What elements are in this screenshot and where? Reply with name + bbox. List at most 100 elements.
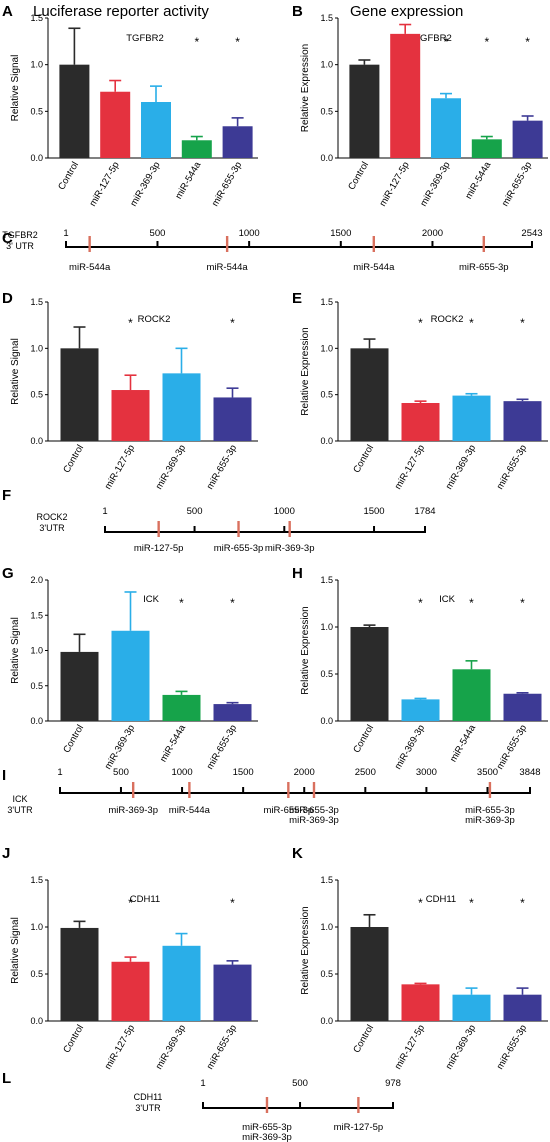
panel-b-y-label: Relative Expression <box>300 44 311 132</box>
panel-l-position-label: 1 <box>200 1078 205 1089</box>
panel-b-bar-mir-544a <box>471 139 502 158</box>
panel-e-letter: E <box>292 290 302 307</box>
panel-d-category-label: Control <box>61 443 86 475</box>
panel-j-y-tick-label: 1.0 <box>30 922 43 932</box>
panel-b-category-label: miR-369-3p <box>418 160 452 208</box>
panel-b-category-label: miR-127-5p <box>377 160 411 208</box>
panel-e-bar-mir-655-3p <box>503 401 542 441</box>
panel-j-significance-star: * <box>128 896 133 910</box>
panel-b-category-label: miR-544a <box>463 159 493 201</box>
panel-d-category-label: miR-127-5p <box>103 443 137 491</box>
panel-h-letter: H <box>292 565 303 582</box>
panel-i-position-label: 3848 <box>519 767 540 778</box>
panel-l-site-label: miR-655-3p <box>242 1122 292 1133</box>
panel-k-y-tick-label: 1.5 <box>320 875 333 885</box>
panel-k-y-tick-label: 0.0 <box>320 1016 333 1026</box>
panel-l-site-label: miR-127-5p <box>334 1122 384 1133</box>
panel-k-bar-mir-655-3p <box>503 994 542 1021</box>
panel-k-significance-star: * <box>469 896 474 910</box>
panel-a-significance-star: * <box>235 35 240 49</box>
panel-g-bar-mir-544a <box>162 694 201 721</box>
panel-b-significance-star: * <box>525 35 530 49</box>
panel-d-y-tick-label: 1.5 <box>30 297 43 307</box>
panel-i-position-label: 1000 <box>171 767 192 778</box>
panel-d-y-tick-label: 0.0 <box>30 436 43 446</box>
panel-b-y-tick-label: 0.5 <box>320 106 333 116</box>
panel-d-title: ROCK2 <box>138 314 171 325</box>
panel-e-y-label: Relative Expression <box>300 327 311 415</box>
panel-a-title: TGFBR2 <box>126 33 163 44</box>
panel-l-gene-label: CDH11 <box>134 1092 163 1102</box>
panel-b-y-tick-label: 1.5 <box>320 13 333 23</box>
panel-j-bar-control <box>60 927 99 1021</box>
panel-g-y-tick-label: 1.5 <box>30 610 43 620</box>
panel-k-bar-control <box>350 927 389 1021</box>
panel-j-title: CDH11 <box>130 894 160 905</box>
panel-j-bar-mir-369-3p <box>162 945 201 1021</box>
panel-h-bar-control <box>350 627 389 721</box>
panel-c-position-label: 500 <box>150 228 166 239</box>
panel-e-y-tick-label: 0.5 <box>320 390 333 400</box>
panel-a-y-label: Relative Signal <box>10 55 21 122</box>
panel-g-category-label: miR-369-3p <box>103 723 137 771</box>
panel-l-site-label: miR-369-3p <box>242 1132 292 1142</box>
panel-e-title: ROCK2 <box>431 314 464 325</box>
panel-i-gene-label: ICK <box>12 794 27 804</box>
panel-j-category-label: miR-369-3p <box>154 1023 188 1071</box>
panel-c-position-label: 1000 <box>239 228 260 239</box>
panel-g-y-tick-label: 0.0 <box>30 716 43 726</box>
panel-g-category-label: Control <box>61 723 86 755</box>
panel-d-significance-star: * <box>128 316 133 330</box>
panel-f-position-label: 1 <box>102 506 107 517</box>
panel-h-bar-mir-655-3p <box>503 693 542 721</box>
panel-b-title: TGFBR2 <box>414 33 451 44</box>
panel-h-category-label: miR-369-3p <box>393 723 427 771</box>
panel-a-y-tick-label: 0.5 <box>30 106 43 116</box>
column-title-left: Luciferase reporter activity <box>33 3 209 20</box>
panel-d-category-label: miR-369-3p <box>154 443 188 491</box>
panel-c-position-label: 2000 <box>422 228 443 239</box>
panel-h-y-label: Relative Expression <box>300 606 311 694</box>
panel-b-bar-mir-655-3p <box>512 120 543 158</box>
panel-k-y-label: Relative Expression <box>300 906 311 994</box>
panel-k-category-label: miR-127-5p <box>393 1023 427 1071</box>
panel-b-bar-control <box>349 64 380 158</box>
panel-d-category-label: miR-655-3p <box>205 443 239 491</box>
panel-l-position-label: 500 <box>292 1078 308 1089</box>
panel-g-y-label: Relative Signal <box>10 617 21 684</box>
panel-j-significance-star: * <box>230 896 235 910</box>
panel-c-gene-label: TGFBR2 <box>2 230 38 240</box>
panel-h-significance-star: * <box>469 596 474 610</box>
panel-b-significance-star: * <box>484 35 489 49</box>
panel-i-site-label: miR-369-3p <box>465 815 515 826</box>
panel-c-position-label: 2543 <box>521 228 542 239</box>
panel-b-y-tick-label: 0.0 <box>320 153 333 163</box>
panel-e-y-tick-label: 0.0 <box>320 436 333 446</box>
panel-e-y-tick-label: 1.0 <box>320 343 333 353</box>
panel-a-category-label: Control <box>56 160 81 192</box>
panel-k-bar-mir-369-3p <box>452 994 491 1021</box>
panel-c-letter: C <box>2 230 13 247</box>
panel-h-category-label: miR-655-3p <box>495 723 529 771</box>
panel-a-bar-mir-655-3p <box>222 126 253 158</box>
panel-c-gene-label: 3' UTR <box>6 241 34 251</box>
panel-i-site-label: miR-544a <box>169 805 211 816</box>
panel-f-gene-label: ROCK2 <box>36 512 67 522</box>
panel-b-bar-mir-369-3p <box>431 98 461 158</box>
panel-b-category-label: miR-655-3p <box>500 160 534 208</box>
panel-g-y-tick-label: 1.0 <box>30 646 43 656</box>
panel-l-gene-label: 3'UTR <box>135 1103 161 1113</box>
panel-g-letter: G <box>2 565 14 582</box>
panel-h-category-label: miR-544a <box>448 722 478 764</box>
panel-i-position-label: 1500 <box>233 767 254 778</box>
panel-g-significance-star: * <box>179 596 184 610</box>
panel-e-bar-mir-369-3p <box>452 395 491 441</box>
panel-a-bar-mir-544a <box>181 140 212 158</box>
panel-g-bar-mir-369-3p <box>111 630 150 721</box>
panel-k-category-label: Control <box>351 1023 376 1055</box>
panel-d-y-tick-label: 1.0 <box>30 343 43 353</box>
panel-a-bar-mir-369-3p <box>141 102 171 158</box>
panel-b-significance-star: * <box>444 35 449 49</box>
panel-h-title: ICK <box>439 594 456 605</box>
panel-j-y-tick-label: 1.5 <box>30 875 43 885</box>
